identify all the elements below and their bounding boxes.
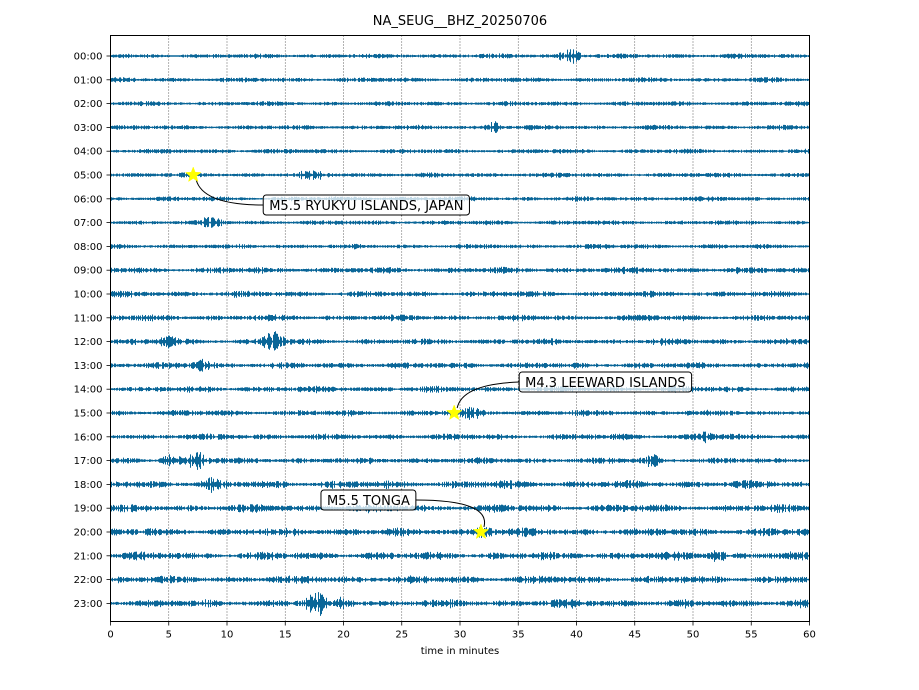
x-tick-label: 10 <box>221 630 234 641</box>
event-annotation: M5.5 TONGA <box>320 489 490 540</box>
trace-line <box>110 504 810 514</box>
event-label-box <box>518 371 693 393</box>
trace-line <box>110 170 810 180</box>
y-tick-label: 17:00 <box>74 456 103 467</box>
x-tick-label: 35 <box>512 630 525 641</box>
y-tick-label: 23:00 <box>74 599 103 610</box>
trace-line <box>110 575 810 584</box>
x-tick-label: 25 <box>395 630 408 641</box>
event-connector <box>195 179 264 206</box>
event-connector <box>456 381 520 409</box>
event-connector <box>415 499 486 528</box>
trace-line <box>110 452 810 470</box>
y-tick-label: 16:00 <box>74 432 103 443</box>
y-axis: 00:00 01:00 02:00 03:00 04:00 05:00 06:00 07:00… <box>74 52 111 610</box>
event-label-box <box>262 194 470 216</box>
event-label: M5.5 TONGA <box>327 494 410 509</box>
y-tick-label: 01:00 <box>74 75 103 86</box>
y-tick-label: 15:00 <box>74 409 103 420</box>
y-tick-label: 10:00 <box>74 290 103 301</box>
x-axis: 0 5 10 15 20 25 30 35 40 45 50 55 60 <box>107 621 816 641</box>
x-tick-label: 40 <box>570 630 583 641</box>
x-tick-label: 55 <box>745 630 758 641</box>
event-star-icon <box>184 166 202 183</box>
trace-line <box>110 406 810 420</box>
x-tick-label: 45 <box>628 630 641 641</box>
y-tick-label: 22:00 <box>74 575 103 586</box>
y-tick-label: 21:00 <box>74 551 103 562</box>
x-tick-label: 5 <box>166 630 172 641</box>
y-tick-label: 13:00 <box>74 361 103 372</box>
event-annotation: M4.3 LEEWARD ISLANDS <box>445 371 693 421</box>
event-star-icon <box>472 523 490 540</box>
y-tick-label: 18:00 <box>74 480 103 491</box>
y-tick-label: 11:00 <box>74 313 103 324</box>
y-tick-label: 06:00 <box>74 194 103 205</box>
trace-line <box>110 477 810 493</box>
y-tick-label: 14:00 <box>74 385 103 396</box>
event-annotation: M5.5 RYUKYU ISLANDS, JAPAN <box>184 166 470 216</box>
x-tick-label: 15 <box>279 630 292 641</box>
y-tick-label: 19:00 <box>74 504 103 515</box>
trace-line <box>110 358 810 372</box>
x-tick-label: 60 <box>803 630 816 641</box>
y-tick-label: 04:00 <box>74 147 103 158</box>
chart-title: NA_SEUG__BHZ_20250706 <box>373 14 547 29</box>
x-tick-label: 0 <box>107 630 113 641</box>
y-tick-label: 00:00 <box>74 52 103 63</box>
trace-line <box>110 243 810 250</box>
x-axis-label: time in minutes <box>421 646 500 657</box>
event-annotations: M5.5 RYUKYU ISLANDS, JAPAN M4.3 LEEWARD I… <box>184 166 693 540</box>
event-label-box <box>320 489 417 511</box>
y-tick-label: 07:00 <box>74 218 103 229</box>
y-tick-label: 05:00 <box>74 171 103 182</box>
x-tick-label: 30 <box>454 630 467 641</box>
y-tick-label: 12:00 <box>74 337 103 348</box>
x-tick-label: 20 <box>337 630 350 641</box>
event-star-icon <box>445 404 463 421</box>
event-label: M5.5 RYUKYU ISLANDS, JAPAN <box>269 199 463 214</box>
y-tick-label: 03:00 <box>74 123 103 134</box>
y-tick-label: 02:00 <box>74 99 103 110</box>
event-label: M4.3 LEEWARD ISLANDS <box>525 376 685 391</box>
y-tick-label: 09:00 <box>74 266 103 277</box>
y-tick-label: 08:00 <box>74 242 103 253</box>
y-tick-label: 20:00 <box>74 528 103 539</box>
x-tick-label: 50 <box>687 630 700 641</box>
